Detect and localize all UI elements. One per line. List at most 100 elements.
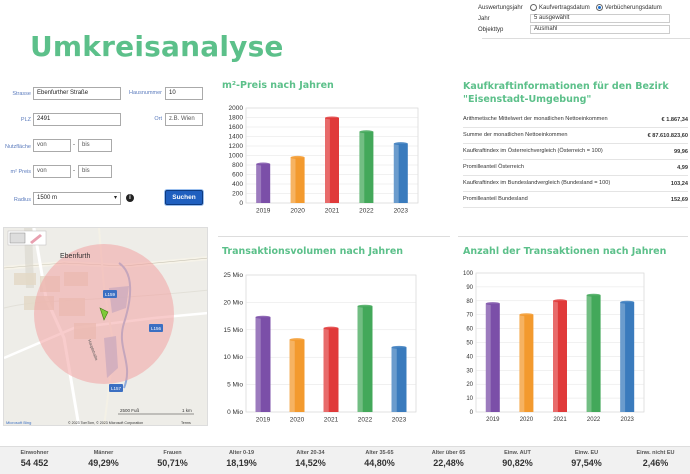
preis-chart-title: m²-Preis nach Jahren — [222, 80, 334, 91]
radio-kaufvertrag[interactable]: Kaufvertragsdatum — [530, 4, 590, 11]
stat-item: Einw. AUT 90,82% — [483, 447, 552, 474]
bar-body[interactable] — [256, 164, 271, 203]
bar-body[interactable] — [553, 300, 567, 412]
stat-item: Einw. nicht EU 2,46% — [621, 447, 690, 474]
bar-body[interactable] — [359, 131, 374, 203]
y-tick-label: 1200 — [229, 143, 244, 150]
ort-input[interactable]: z.B. Wien — [165, 113, 203, 126]
bar[interactable] — [391, 345, 407, 412]
bar[interactable] — [359, 130, 374, 203]
y-tick-label: 2000 — [229, 105, 244, 112]
bar[interactable] — [323, 326, 339, 412]
bar[interactable] — [256, 162, 271, 203]
stat-item: Alter 0-19 18,19% — [207, 447, 276, 474]
x-tick-label: 2019 — [256, 417, 271, 424]
bar-top — [359, 130, 374, 134]
radio-verbuecherung[interactable]: Verbücherungsdatum — [595, 4, 662, 11]
nutzflaeche-von-input[interactable]: von — [33, 139, 71, 152]
map-select-icon[interactable] — [9, 232, 26, 244]
bar[interactable] — [290, 155, 305, 203]
x-tick-label: 2019 — [486, 417, 500, 423]
strasse-input[interactable]: Ebenfurther Straße — [33, 87, 121, 100]
bar-top — [289, 338, 305, 342]
bar-body[interactable] — [586, 295, 601, 412]
volumen-chart: 0 Mio 5 Mio 10 Mio 15 Mio 20 Mio 25 Mio 2019 20… — [223, 272, 417, 424]
bar-body[interactable] — [485, 303, 500, 412]
map-scale-ft: 2500 Fuß — [120, 408, 140, 413]
options-panel: Auswertungsjahr Kaufvertragsdatum Verbüc… — [478, 2, 686, 35]
x-tick-label: 2021 — [324, 417, 339, 424]
map-terms-link[interactable]: Terms — [181, 421, 191, 425]
y-tick-label: 15 Mio — [223, 327, 243, 334]
bar-body[interactable] — [391, 347, 407, 412]
x-tick-label: 2023 — [621, 417, 635, 423]
bar-body[interactable] — [393, 143, 408, 203]
bar-highlight — [325, 117, 330, 203]
radio-off-icon[interactable] — [530, 4, 537, 11]
preis-bis-input[interactable]: bis — [78, 165, 112, 178]
bar-top — [323, 326, 339, 330]
bar[interactable] — [325, 116, 339, 203]
kaufkraft-row-label: Promilleanteil Bundesland — [463, 196, 528, 202]
stat-value: 54 452 — [20, 458, 49, 468]
bar[interactable] — [620, 300, 635, 412]
road-label: L157 — [111, 386, 122, 391]
bar[interactable] — [255, 315, 271, 412]
info-icon[interactable]: i — [126, 194, 134, 202]
bar-top — [325, 116, 339, 120]
kaufkraft-title-line1: Kaufkraftinformationen für den Bezirk — [463, 81, 669, 92]
bar-body[interactable] — [323, 328, 339, 412]
map-road-badges: L159 L156 L157 — [103, 290, 163, 392]
map[interactable]: Ebenfurth L159 L156 L157 Hauptstraße 250… — [3, 227, 208, 426]
stat-value: 44,80% — [364, 458, 395, 468]
map-canvas[interactable]: Ebenfurth L159 L156 L157 Hauptstraße 250… — [4, 228, 208, 426]
kaufkraft-row-value: € 1.867,34 — [661, 116, 688, 123]
bar-highlight — [289, 339, 295, 412]
radius-select[interactable]: 1500 m ▾ — [33, 192, 121, 205]
radius-label: Radius — [13, 197, 31, 203]
bar[interactable] — [519, 313, 534, 412]
stat-label: Einwohner — [20, 450, 49, 456]
bar-body[interactable] — [519, 314, 534, 412]
radio-on-icon[interactable] — [595, 4, 603, 11]
bar[interactable] — [485, 302, 500, 412]
bar[interactable] — [586, 293, 601, 412]
bar[interactable] — [289, 338, 305, 412]
bar-top — [357, 304, 373, 308]
objekttyp-select[interactable]: Ausmahl — [530, 25, 670, 34]
eraser-icon[interactable] — [30, 234, 42, 244]
bar-body[interactable] — [620, 302, 635, 412]
hausnummer-input[interactable]: 10 — [165, 87, 203, 100]
bar[interactable] — [553, 299, 567, 412]
bar-body[interactable] — [289, 339, 305, 412]
kaufkraft-row: Summe der monatlichen Nettoeinkommen € 87… — [463, 128, 688, 144]
y-tick-label: 80 — [466, 299, 473, 305]
x-tick-label: 2021 — [325, 208, 340, 215]
nutzflaeche-bis-input[interactable]: bis — [78, 139, 112, 152]
preis-von-input[interactable]: von — [33, 165, 71, 178]
stat-value: 49,29% — [88, 458, 119, 468]
bar[interactable] — [393, 142, 408, 203]
bar-body[interactable] — [255, 317, 271, 412]
kaufkraft-row-value: 103,24 — [670, 180, 688, 187]
bar-body[interactable] — [290, 157, 305, 203]
chevron-down-icon: ▾ — [113, 195, 117, 201]
map-pin-icon[interactable] — [99, 307, 109, 321]
bar-top — [586, 293, 601, 297]
bar-body[interactable] — [325, 117, 339, 203]
map-toolbar[interactable] — [7, 230, 47, 246]
search-button[interactable]: Suchen — [165, 190, 203, 205]
bar-top — [256, 162, 271, 166]
bar[interactable] — [357, 304, 373, 412]
plz-input[interactable]: 2491 — [33, 113, 121, 126]
kaufkraft-row: Promilleanteil Bundesland 152,69 — [463, 192, 688, 208]
volumen-chart-title: Transaktionsvolumen nach Jahren — [222, 246, 404, 257]
bar-body[interactable] — [357, 306, 373, 412]
jahr-select[interactable]: 5 ausgewählt — [530, 14, 670, 23]
radio-kaufvertrag-label: Kaufvertragsdatum — [539, 4, 590, 11]
options-divider — [482, 38, 690, 39]
stat-value: 2,46% — [642, 458, 669, 468]
bar-top — [519, 313, 534, 317]
map-copyright: © 2023 TomTom, © 2023 Microsoft Corporat… — [68, 421, 143, 425]
kaufkraft-row-label: Arithmetische Mittelwert der monatlichen… — [463, 116, 608, 122]
